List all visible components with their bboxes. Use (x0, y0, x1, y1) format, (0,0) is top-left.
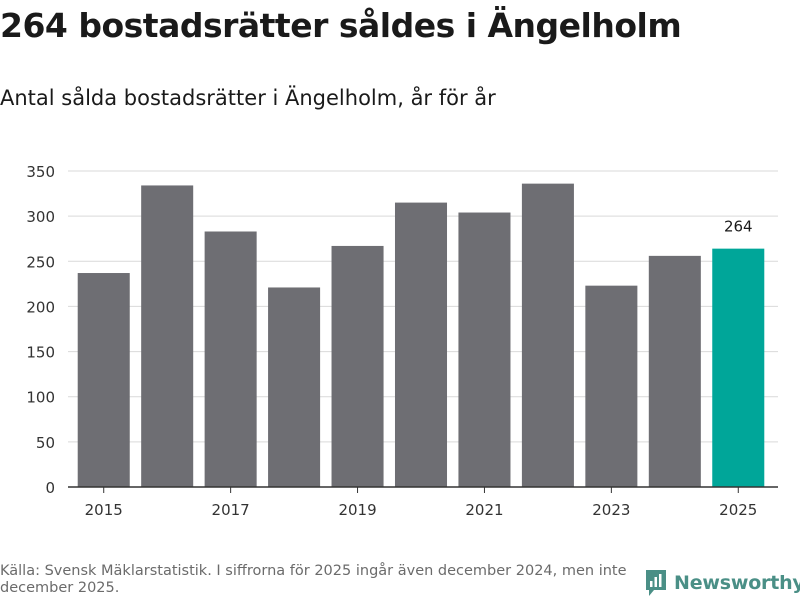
brand-logo: Newsworthy (644, 568, 800, 598)
bar-2023[interactable] (585, 285, 638, 487)
bar-2021[interactable] (458, 212, 511, 487)
chart-subtitle: Antal sålda bostadsrätter i Ängelholm, å… (0, 86, 496, 110)
newsworthy-icon (646, 570, 666, 596)
bar-2022[interactable] (521, 183, 574, 487)
y-tick-label: 300 (26, 208, 55, 226)
chart-title: 264 bostadsrätter såldes i Ängelholm (0, 6, 682, 45)
y-tick-label: 100 (26, 389, 55, 407)
bar-2018[interactable] (268, 287, 321, 487)
x-tick-label: 2017 (212, 501, 250, 519)
x-tick-label: 2023 (592, 501, 630, 519)
brand-name: Newsworthy (674, 572, 800, 594)
bar-2020[interactable] (394, 202, 448, 487)
bar-2024[interactable] (648, 255, 701, 487)
bar-2016[interactable] (141, 185, 194, 487)
y-tick-label: 50 (36, 434, 55, 452)
data-label-2025: 264 (724, 218, 753, 236)
x-tick-label: 2021 (465, 501, 503, 519)
bar-chart: 0 50 100 150 200 250 300 350 2015 2017 2019 2021 202… (26, 163, 778, 519)
bar-2017[interactable] (204, 231, 257, 487)
y-tick-label: 150 (26, 344, 55, 362)
bar-2015[interactable] (77, 273, 130, 487)
x-tick-label: 2015 (85, 501, 123, 519)
x-tick-label: 2025 (719, 501, 757, 519)
x-tick-label: 2019 (338, 501, 376, 519)
bar-2025[interactable] (712, 248, 765, 487)
y-tick-label: 0 (45, 479, 55, 497)
y-tick-label: 200 (26, 298, 55, 316)
source-note: Källa: Svensk Mäklarstatistik. I siffror… (0, 563, 627, 596)
y-tick-label: 350 (26, 163, 55, 181)
bar-2019[interactable] (331, 245, 384, 487)
y-tick-label: 250 (26, 253, 55, 271)
